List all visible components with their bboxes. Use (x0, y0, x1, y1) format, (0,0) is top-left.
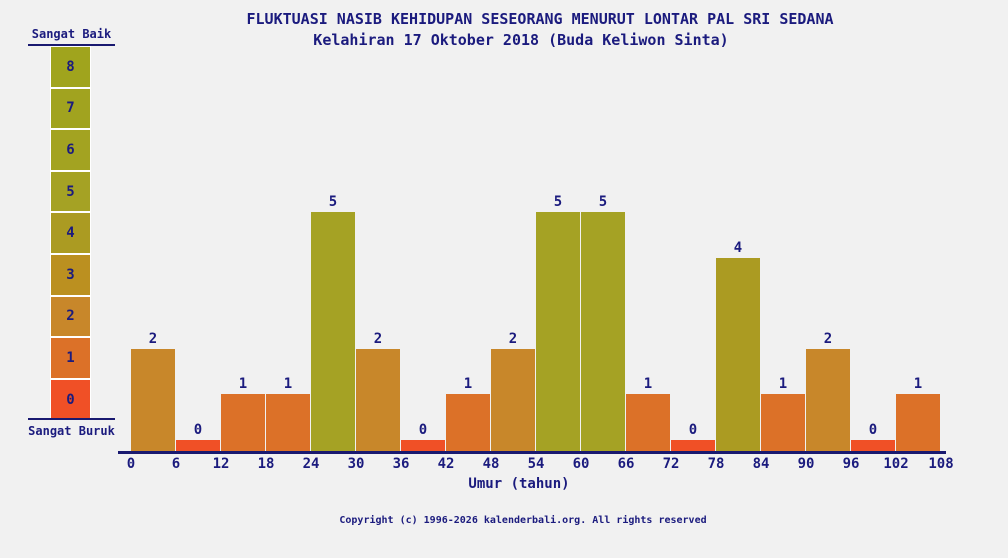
legend-box-5: 5 (50, 170, 91, 213)
bar-value-label: 1 (643, 376, 653, 393)
x-tick-24: 24 (302, 456, 320, 472)
bar-age-96-102 (851, 440, 895, 451)
legend-max-label: Sangat Baik (28, 27, 115, 46)
chart-subtitle: Kelahiran 17 Oktober 2018 (Buda Keliwon … (313, 31, 729, 49)
bar-age-102-108 (896, 394, 940, 451)
bar-value-label: 0 (688, 422, 698, 438)
x-tick-18: 18 (257, 456, 275, 472)
bar-age-60-66 (581, 212, 625, 451)
bar-age-42-48 (446, 394, 490, 451)
legend-box-7: 7 (50, 87, 91, 130)
bar-value-label: 1 (463, 376, 473, 393)
bar-value-label: 5 (553, 194, 563, 210)
x-tick-96: 96 (842, 456, 860, 472)
x-tick-84: 84 (752, 456, 770, 472)
bar-value-label: 0 (418, 422, 428, 438)
chart-title: FLUKTUASI NASIB KEHIDUPAN SESEORANG MENU… (246, 10, 834, 28)
copyright-text: Copyright (c) 1996-2026 kalenderbali.org… (339, 515, 707, 526)
bar-plot-area: 2 0 1 1 5 2 0 1 2 5 5 1 0 4 1 2 0 1 (131, 55, 941, 451)
bar-age-30-36 (356, 348, 400, 451)
bar-value-label: 2 (148, 330, 158, 347)
x-tick-36: 36 (392, 456, 410, 472)
x-tick-48: 48 (482, 456, 500, 472)
bar-age-0-6 (131, 348, 175, 451)
x-tick-90: 90 (797, 456, 815, 472)
bar-value-label: 2 (823, 330, 833, 347)
legend-box-4: 4 (50, 212, 91, 254)
bar-age-36-42 (401, 440, 445, 451)
legend-box-3: 3 (50, 253, 91, 296)
x-axis-line (118, 451, 946, 454)
bar-value-label: 1 (778, 376, 788, 393)
bar-age-54-60 (536, 212, 580, 451)
legend-box-6: 6 (50, 129, 91, 171)
x-tick-102: 102 (883, 456, 909, 472)
x-tick-42: 42 (437, 456, 455, 472)
bar-value-label: 0 (868, 422, 878, 438)
bar-value-label: 1 (913, 376, 923, 393)
bar-value-label: 1 (238, 376, 248, 393)
bar-age-6-12 (176, 440, 220, 451)
bar-age-12-18 (221, 394, 265, 451)
x-tick-6: 6 (171, 456, 181, 472)
x-tick-54: 54 (527, 456, 545, 472)
x-axis-label: Umur (tahun) (468, 476, 570, 492)
x-axis-ticks: 0 6 12 18 24 30 36 42 48 54 60 66 72 78 84 90 96 102 108 (127, 456, 954, 474)
x-tick-0: 0 (126, 456, 136, 472)
bar-value-label: 4 (733, 239, 743, 256)
legend-box-8: 8 (50, 46, 91, 88)
legend-min-label: Sangat Buruk (28, 418, 115, 438)
bar-age-72-78 (671, 440, 715, 451)
x-tick-72: 72 (662, 456, 680, 472)
bar-value-label: 2 (373, 330, 383, 347)
x-tick-66: 66 (617, 456, 635, 472)
bar-age-24-30 (311, 212, 355, 451)
bar-age-48-54 (491, 348, 535, 451)
x-tick-78: 78 (707, 456, 725, 472)
x-tick-30: 30 (347, 456, 365, 472)
legend-box-1: 1 (50, 337, 91, 379)
bar-value-label: 5 (328, 194, 338, 210)
x-tick-12: 12 (212, 456, 230, 472)
bar-age-78-84 (716, 257, 760, 451)
bar-value-label: 5 (598, 194, 608, 210)
bar-age-66-72 (626, 394, 670, 451)
bar-age-84-90 (761, 394, 805, 451)
x-tick-108: 108 (928, 456, 954, 472)
bar-value-label: 2 (508, 330, 518, 347)
x-tick-60: 60 (572, 456, 590, 472)
bar-age-90-96 (806, 348, 850, 451)
bar-value-label: 1 (283, 376, 293, 393)
bar-value-label: 0 (193, 422, 203, 438)
bar-age-18-24 (266, 394, 310, 451)
legend-box-2: 2 (50, 295, 91, 338)
legend-box-0: 0 (50, 378, 91, 421)
